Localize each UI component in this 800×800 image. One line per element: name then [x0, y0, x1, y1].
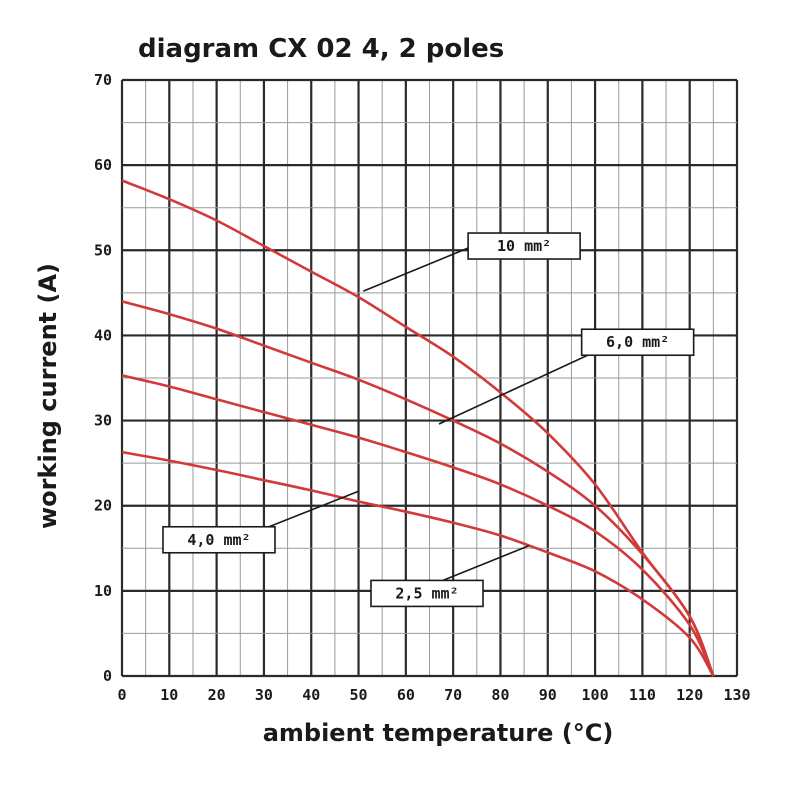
curves [121, 179, 715, 677]
y-tick-label: 70 [94, 71, 112, 89]
x-tick-label: 70 [444, 686, 462, 704]
curve-label-box [162, 525, 276, 554]
curve-label-box [370, 579, 484, 608]
curve-label: 10 mm² [362, 232, 581, 292]
x-tick-label: 0 [117, 686, 126, 704]
curve-label: 4,0 mm² [162, 490, 359, 554]
x-tick-label: 80 [491, 686, 509, 704]
y-tick-label: 40 [94, 326, 112, 344]
curve-label-text: 4,0 mm² [187, 531, 250, 549]
tick-labels: 0 10 20 30 40 50 60 70 80 90 100 110 120 130 0 10 20 30 40… [94, 71, 751, 704]
series-line [121, 374, 715, 677]
curve-label-text: 10 mm² [497, 237, 551, 255]
x-axis-label: ambient temperature (°C) [263, 719, 614, 747]
leader-line [362, 247, 469, 292]
x-tick-label: 40 [302, 686, 320, 704]
x-tick-label: 50 [350, 686, 368, 704]
leader-line [442, 544, 530, 582]
x-tick-label: 60 [397, 686, 415, 704]
x-tick-label: 120 [676, 686, 703, 704]
curve-labels: 10 mm² 6,0 mm² 4,0 mm² 2,5 mm² [162, 232, 695, 608]
leader-line [438, 354, 588, 425]
x-tick-label: 30 [255, 686, 273, 704]
x-tick-label: 10 [160, 686, 178, 704]
y-tick-label: 30 [94, 412, 112, 430]
chart-title: diagram CX 02 4, 2 poles [138, 34, 504, 64]
x-tick-label: 130 [723, 686, 750, 704]
curve-label-text: 2,5 mm² [395, 584, 458, 602]
x-tick-label: 90 [539, 686, 557, 704]
leader-line [268, 490, 359, 528]
y-tick-label: 50 [94, 241, 112, 259]
x-tick-label: 110 [629, 686, 656, 704]
curve-label-box [580, 328, 695, 357]
series-line [121, 450, 715, 677]
grid [120, 78, 739, 678]
curve-label-box [467, 232, 581, 260]
curve-label-text: 6,0 mm² [606, 333, 669, 351]
series-line [121, 300, 715, 677]
y-axis-label: working current (A) [34, 263, 62, 529]
y-tick-label: 20 [94, 497, 112, 515]
y-tick-label: 0 [103, 667, 112, 685]
y-tick-label: 10 [94, 582, 112, 600]
x-tick-label: 100 [582, 686, 609, 704]
curve-label: 2,5 mm² [370, 544, 530, 608]
y-tick-label: 60 [94, 156, 112, 174]
curve-label: 6,0 mm² [438, 328, 695, 425]
x-tick-label: 20 [208, 686, 226, 704]
